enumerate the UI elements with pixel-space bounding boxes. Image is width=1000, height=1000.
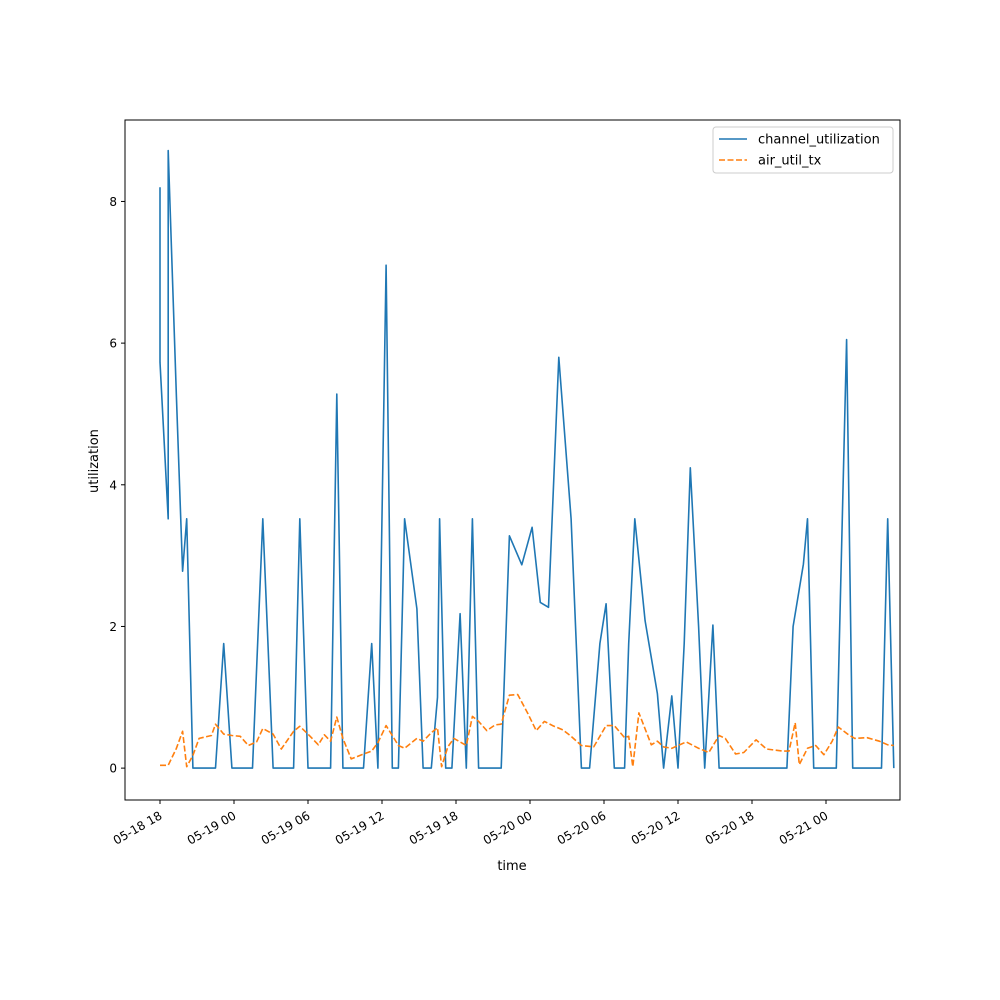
y-tick-label: 6 [109,337,117,351]
y-tick-label: 4 [109,478,117,492]
y-axis-label: utilization [87,429,102,493]
legend: channel_utilization air_util_tx [712,126,894,174]
y-tick-label: 8 [109,195,117,209]
legend-label-air-util-tx: air_util_tx [758,154,822,169]
y-tick-label: 2 [109,620,117,634]
series-line-air-util-tx [160,693,894,768]
legend-box [712,126,894,174]
x-axis-label: time [497,859,526,874]
plot-lines [159,149,895,769]
legend-label-channel-utilization: channel_utilization [758,133,880,148]
y-axis: 0 2 4 6 8 [109,195,125,776]
y-tick-label: 0 [109,762,117,776]
series-line-channel-utilization [159,149,895,769]
plot-frame [124,119,901,801]
